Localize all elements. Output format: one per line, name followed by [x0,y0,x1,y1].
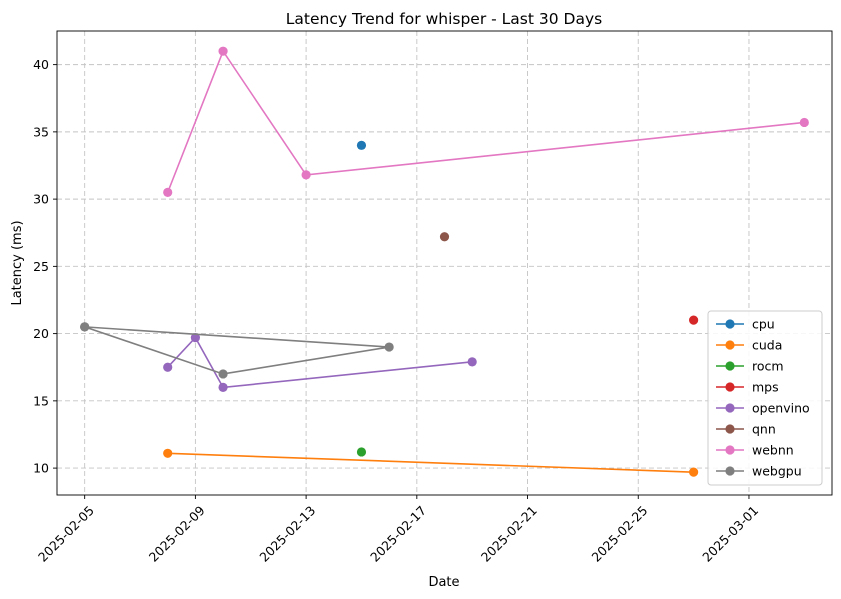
series-line-webnn [166,49,805,193]
x-tick-label: 2025-02-13 [256,503,318,565]
legend-marker [725,361,735,371]
x-tick-label: 2025-02-17 [367,503,429,565]
legend-label: webnn [752,443,794,458]
legend-label: qnn [752,422,776,437]
legend-label: mps [752,380,779,395]
x-tick-label: 2025-02-09 [146,503,208,565]
x-axis: 2025-02-05 2025-02-09 2025-02-13 2025-02-17… [35,495,761,565]
legend-marker [725,424,735,434]
series-webnn [163,46,809,197]
data-point-cuda [163,448,173,458]
legend-marker [725,445,735,455]
y-tick-label: 10 [33,461,49,476]
series-line-webgpu [84,326,390,375]
x-tick-label: 2025-02-05 [35,503,97,565]
series-mps [689,315,699,325]
series-openvino [163,333,477,393]
data-point-rocm [356,447,367,457]
legend: cpu cuda rocm mps openvino qnn webnn webgpu [707,310,823,486]
series-qnn [439,232,450,242]
x-tick-label: 2025-02-25 [589,503,651,565]
legend-item-cuda: cuda [716,338,782,353]
y-tick-label: 30 [33,192,49,207]
data-point-qnn [439,232,450,242]
legend-item-mps: mps [716,380,779,395]
data-point-webnn [218,46,228,56]
series-cuda [163,448,699,477]
series-cpu [356,140,367,150]
data-point-cpu [356,140,367,150]
chart-title: Latency Trend for whisper - Last 30 Days [286,10,602,28]
legend-marker [725,340,735,350]
data-point-webnn [799,117,809,128]
legend-label: rocm [752,359,784,374]
data-point-openvino [467,357,477,367]
legend-item-qnn: qnn [716,422,776,437]
legend-marker [725,319,735,329]
series-webgpu [80,322,394,379]
legend-item-cpu: cpu [716,317,775,332]
series-group [80,46,809,477]
legend-box [707,310,823,486]
legend-item-webnn: webnn [716,443,794,458]
y-tick-label: 15 [33,393,49,408]
series-line-cuda [167,452,694,473]
data-point-webgpu [384,342,394,352]
plot-frame [56,30,833,496]
y-axis: 10 15 20 25 30 35 40 [33,57,57,476]
legend-label: webgpu [752,464,802,479]
data-point-webnn [301,170,311,180]
y-axis-label: Latency (ms) [10,220,25,305]
x-axis-label: Date [428,575,459,590]
legend-item-rocm: rocm [716,359,784,374]
legend-marker [725,466,735,476]
y-tick-label: 40 [33,57,49,72]
data-point-openvino [163,362,173,372]
y-tick-label: 25 [33,259,49,274]
data-point-webgpu [218,369,228,379]
legend-label: openvino [752,401,810,416]
series-line-openvino [167,336,473,389]
y-tick-label: 35 [33,124,49,139]
legend-label: cuda [752,338,782,353]
data-point-openvino [190,333,200,343]
y-tick-label: 20 [33,326,49,341]
legend-label: cpu [752,317,775,332]
series-rocm [356,447,367,457]
legend-marker [725,382,735,392]
data-point-openvino [218,382,228,393]
x-tick-label: 2025-03-01 [699,503,761,565]
data-point-webnn [163,187,173,197]
data-point-cuda [689,467,699,477]
legend-item-webgpu: webgpu [716,464,802,479]
x-tick-label: 2025-02-21 [478,503,540,565]
legend-marker [725,403,735,413]
data-point-mps [689,315,699,325]
data-point-webgpu [80,322,90,332]
legend-item-openvino: openvino [716,401,810,416]
